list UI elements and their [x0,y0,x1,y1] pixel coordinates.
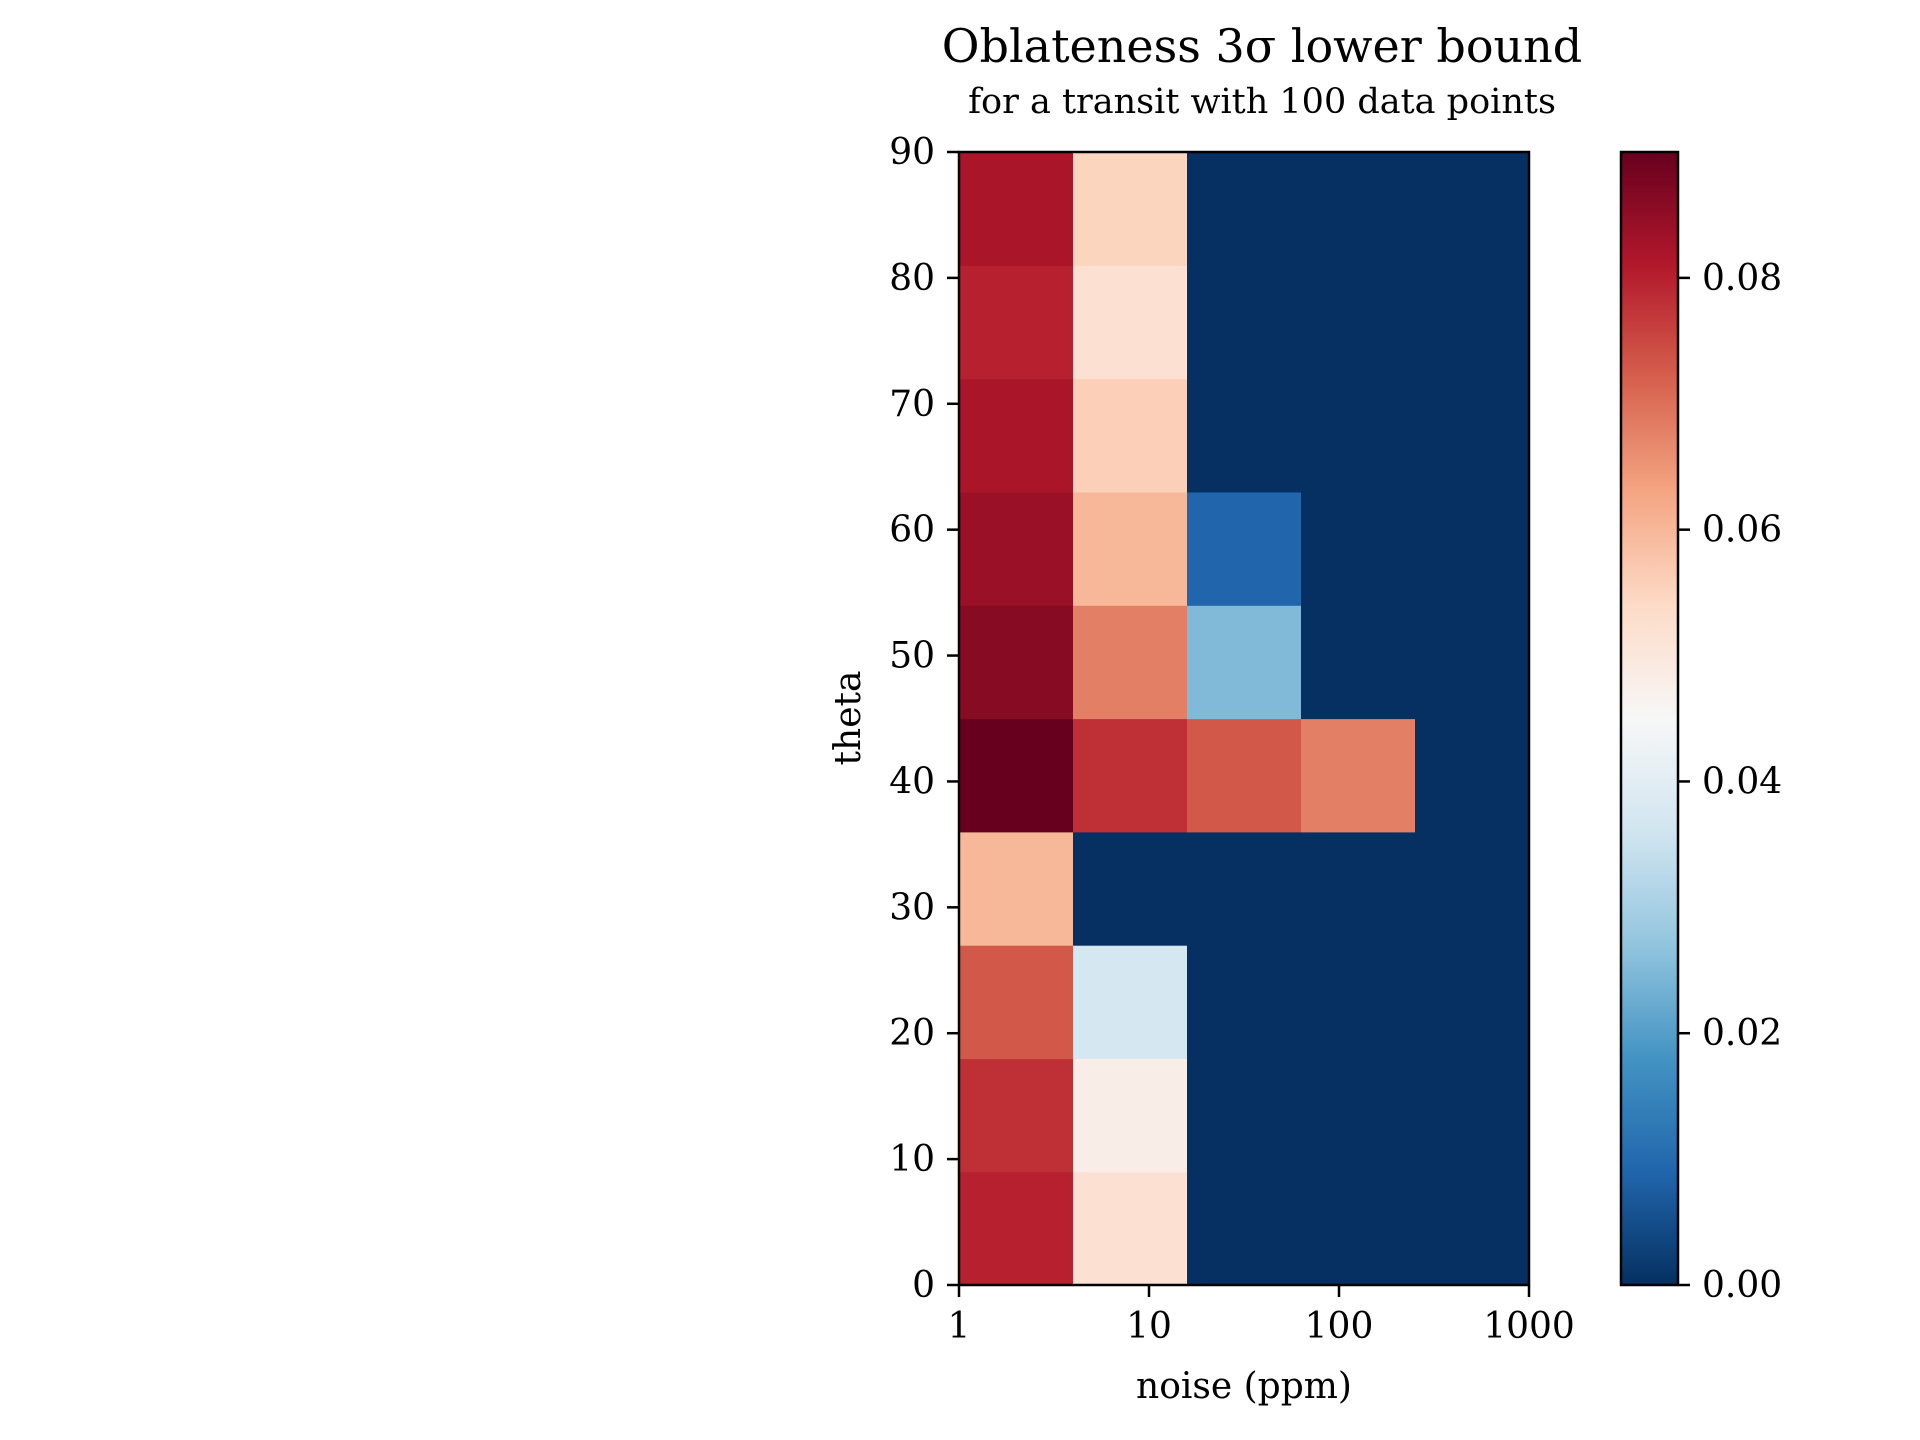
y-tick-label: 30 [889,887,935,928]
heatmap-cells [959,152,1530,1286]
heatmap-cell [1301,152,1416,266]
y-tick-label: 40 [889,761,935,802]
heatmap-cell [1301,605,1416,720]
heatmap-cell [959,605,1074,720]
heatmap-cell [1415,605,1530,720]
heatmap-cell [1301,718,1416,833]
heatmap-cell [1415,1171,1530,1286]
heatmap-cell [1301,1171,1416,1286]
colorbar-tick-label: 0.02 [1702,1013,1782,1054]
heatmap-cell [959,718,1074,833]
heatmap-cell [1073,718,1188,833]
colorbar [1619,150,1680,1287]
y-tick-label: 20 [889,1013,935,1054]
x-axis-label: noise (ppm) [1136,1366,1352,1407]
y-axis: 0 10 20 30 40 50 60 70 80 90 [889,132,959,1306]
colorbar-tick-label: 0.04 [1702,761,1782,802]
heatmap-cell [1187,831,1302,946]
x-tick-label: 10 [1126,1306,1172,1347]
heatmap-cell [1073,1171,1188,1286]
x-tick-label: 100 [1305,1306,1374,1347]
y-tick-label: 70 [889,384,935,425]
colorbar-tick-label: 0.08 [1702,258,1782,299]
heatmap-cell [959,1171,1074,1286]
heatmap-cell [1415,1058,1530,1173]
heatmap-cell [1073,491,1188,606]
heatmap-cell [1415,945,1530,1059]
heatmap-cell [1301,491,1416,606]
heatmap-cell [959,831,1074,946]
x-tick-label: 1000 [1483,1306,1575,1347]
heatmap-cell [959,1058,1074,1173]
heatmap-cell [1187,605,1302,720]
y-tick-label: 80 [889,258,935,299]
heatmap-cell [1415,152,1530,266]
heatmap-cell [959,378,1074,493]
x-axis: 1 10 100 1000 [948,1285,1575,1347]
heatmap-cell [1301,1058,1416,1173]
heatmap-cell [1073,378,1188,493]
colorbar-tick-label: 0.06 [1702,510,1782,551]
heatmap-cell [959,491,1074,606]
plot-frame [957,150,1531,1287]
heatmap-cell [1301,378,1416,493]
heatmap-cell [1187,491,1302,606]
heatmap-cell [959,945,1074,1059]
heatmap-cell [1415,378,1530,493]
heatmap-cell [1187,152,1302,266]
heatmap-cell [1073,265,1188,380]
colorbar-tick-label: 0.00 [1702,1265,1782,1306]
heatmap-cell [959,265,1074,380]
heatmap-cell [1301,265,1416,380]
x-tick-label: 1 [948,1306,971,1347]
y-tick-label: 90 [889,132,935,173]
heatmap-cell [1187,1058,1302,1173]
y-tick-label: 10 [889,1139,935,1180]
heatmap-cell [1073,605,1188,720]
heatmap-cell [1187,378,1302,493]
heatmap-cell [1073,945,1188,1059]
chart-title: Oblateness 3σ lower bound [942,19,1582,73]
heatmap-cell [1415,491,1530,606]
heatmap-cell [1187,265,1302,380]
y-axis-label: theta [828,671,869,766]
colorbar-axis: 0.00 0.02 0.04 0.06 0.08 [1678,258,1782,1306]
heatmap-cell [1187,718,1302,833]
heatmap-cell [1415,265,1530,380]
heatmap-cell [1415,718,1530,833]
heatmap-cell [1073,831,1188,946]
heatmap-cell [1301,945,1416,1059]
heatmap-cell [1073,1058,1188,1173]
heatmap-cell [1301,831,1416,946]
heatmap-cell [1187,1171,1302,1286]
y-tick-label: 50 [889,636,935,677]
heatmap-cell [1415,831,1530,946]
heatmap-cell [1073,152,1188,266]
heatmap-cell [959,152,1074,266]
chart-subtitle: for a transit with 100 data points [968,82,1556,122]
y-tick-label: 0 [912,1265,935,1306]
heatmap-cell [1187,945,1302,1059]
y-tick-label: 60 [889,510,935,551]
